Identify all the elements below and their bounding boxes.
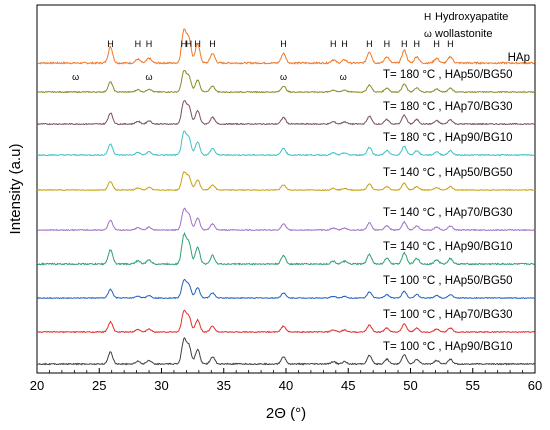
peak-marker: H [146, 39, 153, 49]
trace-4 [36, 130, 536, 157]
peak-marker: ω [72, 72, 79, 82]
series-label-4: T= 180 °C , HAp90/BG10 [383, 132, 513, 144]
series-label-9: T= 100 °C , HAp70/BG30 [383, 309, 513, 321]
series-label-10: T= 100 °C , HAp90/BG10 [383, 341, 513, 353]
x-tick-label-50: 50 [403, 378, 417, 393]
series-label-8: T= 100 °C , HAp50/BG50 [383, 275, 513, 287]
peak-marker: ω [340, 72, 347, 82]
x-tick-label-45: 45 [341, 378, 355, 393]
trace-6 [36, 207, 536, 232]
peak-marker: H [447, 39, 454, 49]
peak-marker: H [107, 39, 114, 49]
x-tick-label-20: 20 [30, 378, 44, 393]
x-axis-ticks: 20 25 30 35 40 45 50 55 60 [30, 368, 542, 393]
trace-7 [36, 231, 536, 266]
peak-marker: H [384, 39, 391, 49]
peak-marker: H [181, 39, 188, 49]
trace-1 [36, 28, 536, 65]
x-tick-label-40: 40 [279, 378, 293, 393]
peak-marker: H [433, 39, 440, 49]
x-tick-label-25: 25 [92, 378, 106, 393]
peak-marker: H [330, 39, 337, 49]
peak-markers: H H H HH H H H H H H H H H H Hω ω ω ω [72, 39, 454, 82]
trace-3 [36, 100, 536, 126]
peak-marker: H [194, 39, 201, 49]
legend-symbol-hydroxyapatite: H [424, 12, 431, 23]
trace-2 [36, 69, 536, 94]
peak-marker: ω [280, 72, 287, 82]
peak-marker: H [413, 39, 420, 49]
trace-10 [36, 337, 536, 366]
peak-marker: H [341, 39, 348, 49]
trace-5 [36, 171, 536, 192]
x-tick-label-35: 35 [217, 378, 231, 393]
legend-label-hydroxyapatite: Hydroxyapatite [435, 11, 508, 23]
series-label-2: T= 180 °C , HAp50/BG50 [383, 69, 513, 81]
series-label-7: T= 140 °C , HAp90/BG10 [383, 241, 513, 253]
trace-9 [36, 309, 536, 334]
series-label-6: T= 140 °C , HAp70/BG30 [383, 207, 513, 219]
series-labels: HAp T= 180 °C , HAp50/BG50 T= 180 °C , HAp… [383, 52, 530, 353]
series-label-1: HAp [508, 52, 530, 64]
x-tick-label-60: 60 [528, 378, 542, 393]
x-tick-label-55: 55 [466, 378, 480, 393]
legend-symbol-wollastonite: ω [424, 29, 432, 40]
legend-label-wollastonite: wollastonite [434, 28, 492, 40]
peak-marker: H [209, 39, 216, 49]
peak-marker: H [280, 39, 287, 49]
x-tick-label-30: 30 [154, 378, 168, 393]
series-label-5: T= 140 °C , HAp50/BG50 [383, 167, 513, 179]
traces-group [36, 28, 536, 366]
peak-marker: H [186, 39, 193, 49]
legend: H Hydroxyapatite ω wollastonite [424, 11, 508, 40]
trace-8 [36, 278, 536, 300]
peak-marker: H [135, 39, 142, 49]
peak-marker: H [366, 39, 373, 49]
peak-marker: H [401, 39, 408, 49]
y-axis-title: Intensity (a.u) [7, 144, 24, 235]
series-label-3: T= 180 °C , HAp70/BG30 [383, 101, 513, 113]
x-axis-title: 2Θ (°) [266, 405, 306, 422]
peak-marker: ω [146, 72, 153, 82]
